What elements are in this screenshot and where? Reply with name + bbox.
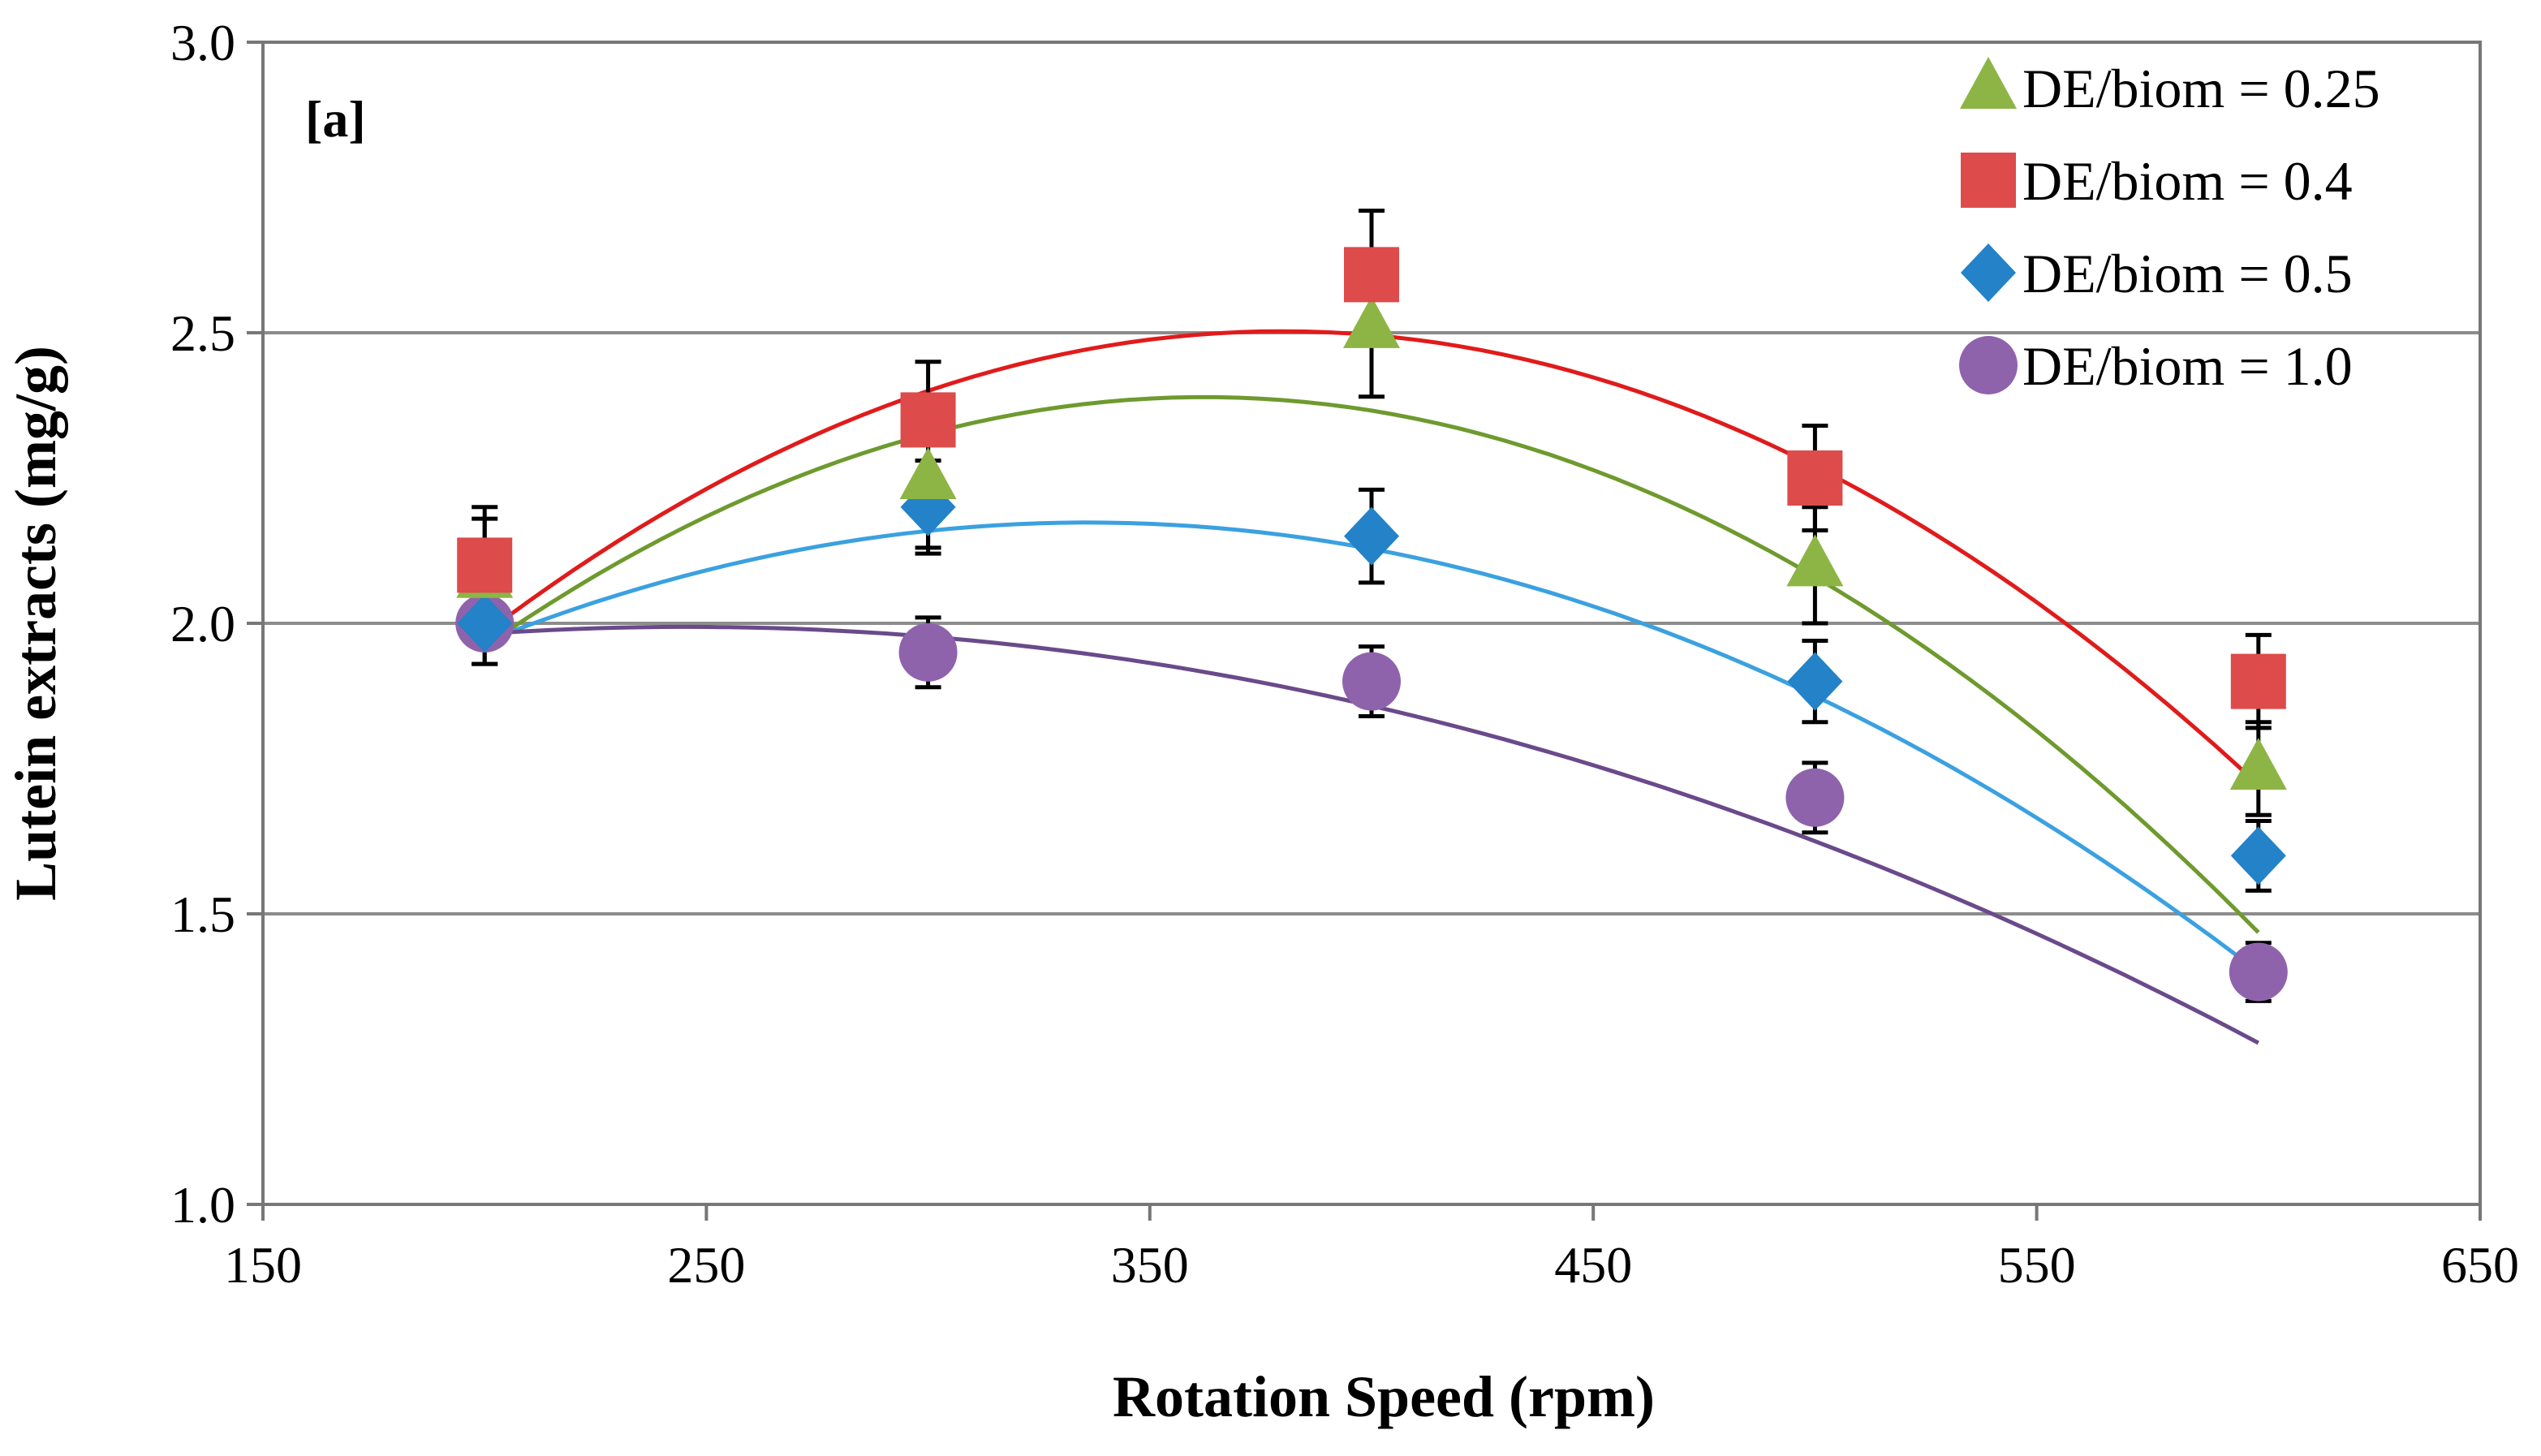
- data-point: [900, 392, 956, 448]
- data-point: [2229, 738, 2287, 790]
- data-point: [1344, 247, 1399, 303]
- data-point: [457, 594, 513, 653]
- y-tick-label: 1.0: [170, 1176, 235, 1234]
- panel-label: [a]: [305, 90, 366, 148]
- legend-entry: DE/biom = 0.4: [2022, 150, 2353, 212]
- legend-marker: [1961, 153, 2016, 208]
- x-axis-title: Rotation Speed (rpm): [1113, 1364, 1655, 1429]
- data-point: [1785, 768, 1845, 827]
- data-point: [1344, 506, 1399, 566]
- data-point: [1786, 534, 1844, 587]
- data-point: [2230, 653, 2286, 709]
- x-tick-label: 650: [2441, 1236, 2519, 1294]
- data-point: [899, 447, 957, 499]
- trendline: [484, 520, 2260, 974]
- y-tick-label: 3.0: [170, 14, 235, 71]
- y-axis-title: Lutein extracts (mg/g): [3, 346, 68, 901]
- legend-entry: DE/biom = 0.5: [2022, 243, 2353, 304]
- legend-marker: [1961, 243, 2016, 302]
- x-tick-label: 350: [1111, 1236, 1189, 1294]
- data-points: [455, 247, 2288, 1002]
- data-point: [2229, 942, 2288, 1002]
- legend-entry: DE/biom = 1.0: [2022, 335, 2353, 397]
- data-point: [457, 537, 513, 593]
- data-point: [898, 622, 958, 682]
- x-tick-label: 150: [224, 1236, 302, 1294]
- data-point: [2230, 826, 2286, 885]
- data-point: [1342, 652, 1401, 711]
- data-point: [1787, 652, 1843, 711]
- legend: DE/biom = 0.25 DE/biom = 0.4 DE/biom = 0.5…: [1959, 57, 2380, 397]
- x-tick-label: 550: [1998, 1236, 2076, 1294]
- y-tick-label: 2.0: [170, 595, 235, 653]
- data-point: [1787, 450, 1843, 506]
- data-point: [1343, 295, 1400, 348]
- legend-marker: [1960, 57, 2017, 109]
- legend-entry: DE/biom = 0.25: [2022, 58, 2380, 119]
- trendline: [483, 394, 2260, 934]
- y-tick-label: 2.5: [170, 304, 235, 362]
- legend-marker: [1959, 336, 2018, 394]
- x-tick-label: 450: [1554, 1236, 1632, 1294]
- x-tick-label: 250: [667, 1236, 745, 1294]
- axis-ticks: [247, 41, 2482, 1221]
- y-tick-label: 1.5: [170, 885, 235, 943]
